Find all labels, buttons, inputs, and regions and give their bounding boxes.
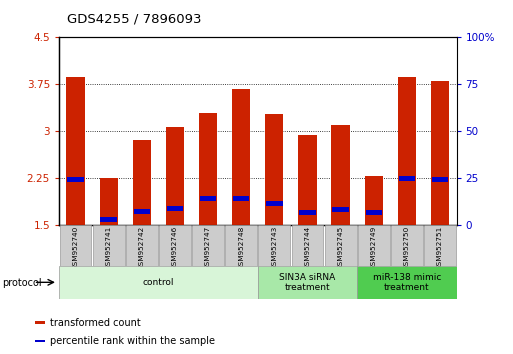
FancyBboxPatch shape: [291, 225, 323, 266]
Text: GSM952748: GSM952748: [238, 226, 244, 270]
Text: GSM952740: GSM952740: [72, 226, 78, 270]
Text: SIN3A siRNA
treatment: SIN3A siRNA treatment: [280, 273, 336, 292]
Bar: [133, 209, 150, 213]
Bar: [199, 114, 217, 225]
Bar: [365, 176, 383, 225]
FancyBboxPatch shape: [358, 225, 390, 266]
FancyBboxPatch shape: [60, 225, 91, 266]
FancyBboxPatch shape: [325, 225, 357, 266]
Text: GSM952741: GSM952741: [106, 226, 112, 270]
Text: GDS4255 / 7896093: GDS4255 / 7896093: [67, 12, 201, 25]
Text: control: control: [143, 278, 174, 287]
Bar: [100, 178, 118, 225]
Text: GSM952745: GSM952745: [338, 226, 344, 270]
Bar: [431, 81, 449, 225]
Bar: [233, 196, 249, 201]
FancyBboxPatch shape: [424, 225, 456, 266]
FancyBboxPatch shape: [126, 225, 157, 266]
Text: transformed count: transformed count: [50, 318, 141, 327]
Bar: [67, 76, 85, 225]
Bar: [200, 196, 216, 201]
Text: GSM952742: GSM952742: [139, 226, 145, 270]
FancyBboxPatch shape: [357, 266, 457, 299]
FancyBboxPatch shape: [59, 266, 258, 299]
Bar: [167, 206, 183, 211]
Bar: [166, 127, 184, 225]
Text: GSM952743: GSM952743: [271, 226, 278, 270]
Bar: [35, 321, 46, 324]
Bar: [266, 201, 283, 206]
Bar: [265, 114, 284, 225]
Text: protocol: protocol: [3, 278, 42, 288]
FancyBboxPatch shape: [259, 225, 290, 266]
Text: GSM952749: GSM952749: [371, 226, 377, 270]
Bar: [101, 217, 117, 222]
Bar: [366, 210, 382, 215]
FancyBboxPatch shape: [258, 266, 357, 299]
Text: percentile rank within the sample: percentile rank within the sample: [50, 336, 215, 346]
FancyBboxPatch shape: [192, 225, 224, 266]
Bar: [331, 125, 350, 225]
Bar: [67, 177, 84, 182]
Text: GSM952747: GSM952747: [205, 226, 211, 270]
Bar: [399, 176, 415, 181]
Bar: [35, 340, 46, 342]
Text: GSM952750: GSM952750: [404, 226, 410, 270]
Text: GSM952746: GSM952746: [172, 226, 178, 270]
Bar: [332, 207, 349, 212]
Bar: [133, 140, 151, 225]
Bar: [398, 76, 416, 225]
FancyBboxPatch shape: [93, 225, 125, 266]
Bar: [299, 210, 315, 215]
Bar: [432, 177, 448, 182]
FancyBboxPatch shape: [391, 225, 423, 266]
Text: miR-138 mimic
treatment: miR-138 mimic treatment: [372, 273, 441, 292]
Text: GSM952751: GSM952751: [437, 226, 443, 270]
FancyBboxPatch shape: [225, 225, 257, 266]
Text: GSM952744: GSM952744: [305, 226, 310, 270]
Bar: [299, 135, 317, 225]
FancyBboxPatch shape: [159, 225, 191, 266]
Bar: [232, 89, 250, 225]
